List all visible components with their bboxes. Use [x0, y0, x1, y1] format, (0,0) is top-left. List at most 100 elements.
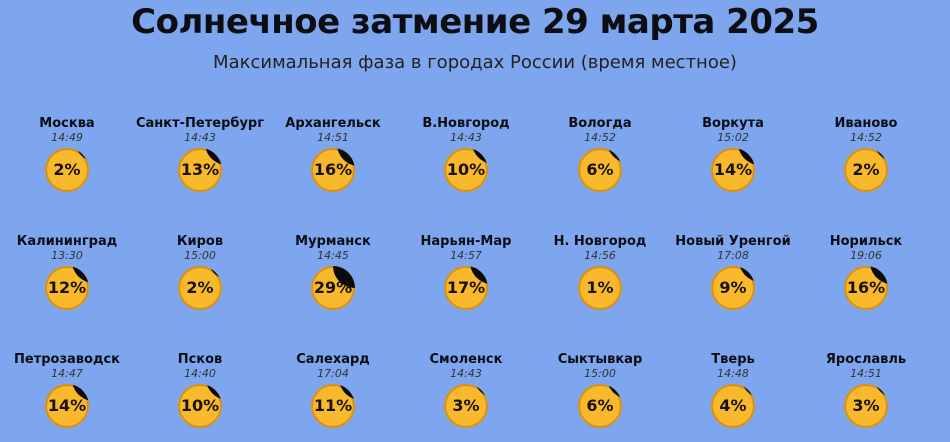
- phase-label: 6%: [586, 160, 614, 179]
- sun-icon: 11%: [311, 384, 355, 428]
- sun-icon: 14%: [711, 148, 755, 192]
- city-item: Иваново 14:52 2%: [791, 116, 941, 192]
- city-item: Киров 15:00 2%: [125, 234, 275, 310]
- city-time: 14:49: [51, 131, 83, 144]
- city-name: Сыктывкар: [557, 352, 643, 367]
- phase-label: 6%: [586, 396, 614, 415]
- sun-icon: 29%: [311, 266, 355, 310]
- sun-icon: 12%: [45, 266, 89, 310]
- city-name: Петрозаводск: [14, 352, 120, 367]
- city-name: Мурманск: [295, 234, 371, 249]
- sun-icon: 2%: [844, 148, 888, 192]
- city-item: Салехард 17:04 11%: [258, 352, 408, 428]
- sun-icon: 16%: [844, 266, 888, 310]
- city-time: 14:57: [450, 249, 482, 262]
- city-item: Смоленск 14:43 3%: [391, 352, 541, 428]
- sun-icon: 1%: [578, 266, 622, 310]
- phase-label: 17%: [446, 278, 486, 297]
- phase-label: 11%: [313, 396, 353, 415]
- city-time: 15:00: [184, 249, 216, 262]
- city-item: Москва 14:49 2%: [0, 116, 142, 192]
- phase-label: 9%: [719, 278, 747, 297]
- city-name: Калининград: [16, 234, 118, 249]
- phase-label: 10%: [446, 160, 486, 179]
- city-item: В.Новгород 14:43 10%: [391, 116, 541, 192]
- sun-icon: 4%: [711, 384, 755, 428]
- city-item: Тверь 14:48 4%: [658, 352, 808, 428]
- city-name: Санкт-Петербург: [135, 116, 265, 131]
- city-time: 14:47: [51, 367, 83, 380]
- city-time: 14:52: [850, 131, 882, 144]
- city-item: Архангельск 14:51 16%: [258, 116, 408, 192]
- sun-icon: 17%: [444, 266, 488, 310]
- city-name: Норильск: [829, 234, 903, 249]
- phase-label: 2%: [852, 160, 880, 179]
- city-item: Нарьян-Мар 14:57 17%: [391, 234, 541, 310]
- sun-icon: 10%: [444, 148, 488, 192]
- phase-label: 2%: [186, 278, 214, 297]
- city-item: Псков 14:40 10%: [125, 352, 275, 428]
- page-subtitle: Максимальная фаза в городах России (врем…: [213, 52, 737, 73]
- city-time: 14:56: [584, 249, 616, 262]
- phase-label: 10%: [180, 396, 220, 415]
- city-name: Вологда: [568, 116, 632, 131]
- city-name: Иваново: [834, 116, 898, 131]
- city-time: 14:43: [450, 131, 482, 144]
- city-item: Норильск 19:06 16%: [791, 234, 941, 310]
- city-name: Воркута: [702, 116, 764, 131]
- city-item: Калининград 13:30 12%: [0, 234, 142, 310]
- phase-label: 16%: [313, 160, 353, 179]
- city-item: Ярославль 14:51 3%: [791, 352, 941, 428]
- phase-label: 4%: [719, 396, 747, 415]
- city-time: 15:02: [717, 131, 749, 144]
- sun-icon: 16%: [311, 148, 355, 192]
- sun-icon: 3%: [444, 384, 488, 428]
- sun-icon: 6%: [578, 384, 622, 428]
- sun-icon: 9%: [711, 266, 755, 310]
- city-item: Санкт-Петербург 14:43 13%: [125, 116, 275, 192]
- city-item: Воркута 15:02 14%: [658, 116, 808, 192]
- city-item: Н. Новгород 14:56 1%: [525, 234, 675, 310]
- city-item: Вологда 14:52 6%: [525, 116, 675, 192]
- sun-icon: 13%: [178, 148, 222, 192]
- sun-icon: 6%: [578, 148, 622, 192]
- city-time: 14:43: [184, 131, 216, 144]
- sun-icon: 14%: [45, 384, 89, 428]
- city-name: Тверь: [711, 352, 755, 367]
- city-time: 14:40: [184, 367, 216, 380]
- city-item: Мурманск 14:45 29%: [258, 234, 408, 310]
- city-time: 14:51: [850, 367, 882, 380]
- phase-label: 1%: [586, 278, 614, 297]
- phase-label: 16%: [846, 278, 886, 297]
- sun-icon: 10%: [178, 384, 222, 428]
- city-name: Новый Уренгой: [675, 234, 791, 249]
- city-time: 14:51: [317, 131, 349, 144]
- city-time: 15:00: [584, 367, 616, 380]
- city-time: 13:30: [51, 249, 83, 262]
- phase-label: 29%: [313, 278, 353, 297]
- phase-label: 3%: [452, 396, 480, 415]
- sun-icon: 3%: [844, 384, 888, 428]
- sun-icon: 2%: [45, 148, 89, 192]
- phase-label: 2%: [53, 160, 81, 179]
- city-item: Сыктывкар 15:00 6%: [525, 352, 675, 428]
- phase-label: 13%: [180, 160, 220, 179]
- phase-label: 14%: [713, 160, 753, 179]
- page-title: Солнечное затмение 29 марта 2025: [131, 2, 819, 42]
- city-name: Архангельск: [285, 116, 381, 131]
- city-name: В.Новгород: [422, 116, 510, 131]
- city-name: Москва: [39, 116, 95, 131]
- city-time: 17:04: [317, 367, 349, 380]
- city-name: Киров: [176, 234, 224, 249]
- phase-label: 3%: [852, 396, 880, 415]
- city-time: 17:08: [717, 249, 749, 262]
- city-time: 14:48: [717, 367, 749, 380]
- phase-label: 14%: [47, 396, 87, 415]
- city-time: 14:45: [317, 249, 349, 262]
- city-name: Салехард: [296, 352, 370, 367]
- city-name: Ярославль: [825, 352, 907, 367]
- city-name: Н. Новгород: [553, 234, 647, 249]
- city-item: Новый Уренгой 17:08 9%: [658, 234, 808, 310]
- city-name: Нарьян-Мар: [420, 234, 512, 249]
